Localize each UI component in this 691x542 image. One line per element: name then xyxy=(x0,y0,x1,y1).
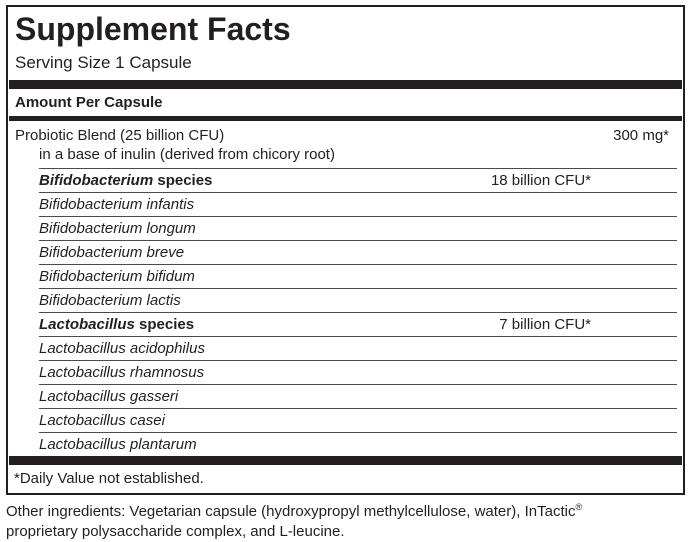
species-name: Bifidobacterium lactis xyxy=(39,292,181,309)
column-header: Amount Per Capsule xyxy=(15,94,163,111)
species-group-lactobacillus: Lactobacillus species 7 billion CFU* xyxy=(39,312,677,336)
species-amount: 7 billion CFU* xyxy=(499,316,591,333)
other-ingredients-line1: Other ingredients: Vegetarian capsule (h… xyxy=(6,502,583,521)
species-name: Bifidobacterium infantis xyxy=(39,196,195,213)
species-row-bifidobacterium-lactis: Bifidobacterium lactis xyxy=(39,288,677,312)
serving-size: Serving Size 1 Capsule xyxy=(15,53,192,72)
species-row-lactobacillus-gasseri: Lactobacillus gasseri xyxy=(39,384,677,408)
species-name: Lactobacillus plantarum xyxy=(39,436,197,453)
row-probiotic-blend: Probiotic Blend (25 billion CFU) in a ba… xyxy=(15,121,677,168)
species-row-lactobacillus-acidophilus: Lactobacillus acidophilus xyxy=(39,336,677,360)
divider-medium xyxy=(9,116,682,121)
species-row-bifidobacterium-infantis: Bifidobacterium infantis xyxy=(39,192,677,216)
species-name: Bifidobacterium bifidum xyxy=(39,268,195,285)
species-row-bifidobacterium-bifidum: Bifidobacterium bifidum xyxy=(39,264,677,288)
species-name: Lactobacillus casei xyxy=(39,412,165,429)
species-row-lactobacillus-casei: Lactobacillus casei xyxy=(39,408,677,432)
species-row-lactobacillus-plantarum: Lactobacillus plantarum xyxy=(39,432,677,456)
species-name: Lactobacillus gasseri xyxy=(39,388,179,405)
probiotic-blend-amount: 300 mg* xyxy=(613,127,669,144)
species-group-bifidobacterium: Bifidobacterium species 18 billion CFU* xyxy=(39,168,677,192)
species-name: Lactobacillus rhamnosus xyxy=(39,364,205,381)
probiotic-blend-name: Probiotic Blend (25 billion CFU) xyxy=(15,127,225,144)
other-ingredients-line2: proprietary polysaccharide complex, and … xyxy=(6,523,345,540)
divider-thick-bottom xyxy=(9,456,682,465)
panel-title: Supplement Facts xyxy=(15,11,291,47)
divider-thick-top xyxy=(9,80,682,89)
registered-trademark: ® xyxy=(575,502,583,512)
probiotic-blend-base: in a base of inulin (derived from chicor… xyxy=(39,146,335,163)
species-name: Bifidobacterium breve xyxy=(39,244,185,261)
probiotic-blend-name-block: Probiotic Blend (25 billion CFU) in a ba… xyxy=(15,126,335,164)
species-name: Lactobacillus acidophilus xyxy=(39,340,205,357)
daily-value-footnote: *Daily Value not established. xyxy=(14,470,204,487)
ingredient-rows: Probiotic Blend (25 billion CFU) in a ba… xyxy=(9,121,682,456)
other-ingredients: Other ingredients: Vegetarian capsule (h… xyxy=(6,502,685,542)
species-name: Lactobacillus species xyxy=(39,316,195,333)
facts-box: Supplement Facts Serving Size 1 Capsule … xyxy=(6,5,685,495)
species-name: Bifidobacterium species xyxy=(39,172,213,189)
species-amount: 18 billion CFU* xyxy=(490,172,591,189)
species-row-lactobacillus-rhamnosus: Lactobacillus rhamnosus xyxy=(39,360,677,384)
species-row-bifidobacterium-breve: Bifidobacterium breve xyxy=(39,240,677,264)
species-row-bifidobacterium-longum: Bifidobacterium longum xyxy=(39,216,677,240)
species-name: Bifidobacterium longum xyxy=(39,220,196,237)
